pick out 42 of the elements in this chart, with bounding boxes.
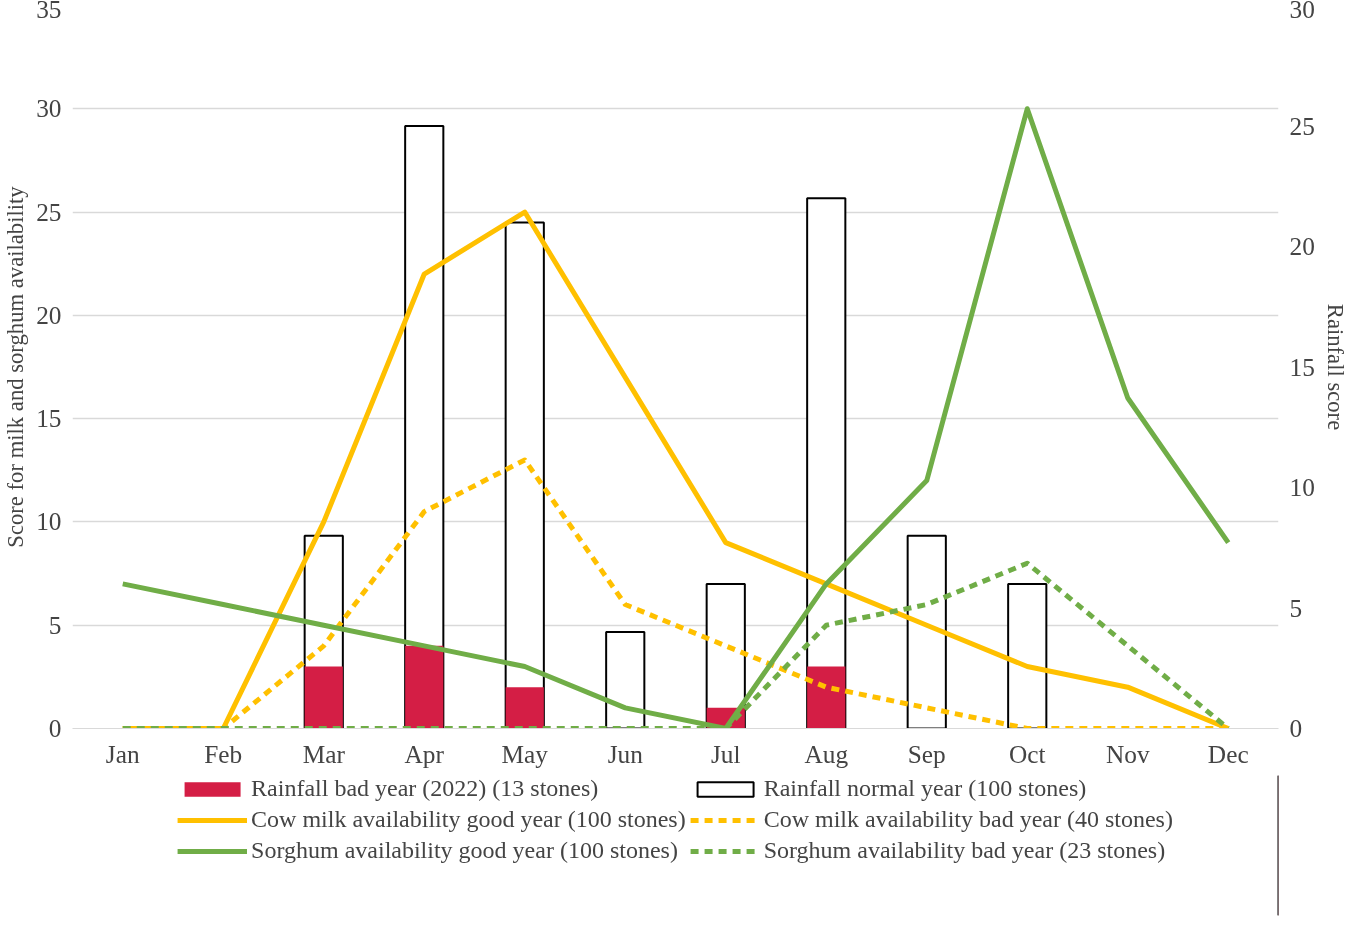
y2-tick-label: 15 — [1289, 352, 1315, 381]
y2-tick-label: 20 — [1289, 232, 1315, 260]
legend-label: Sorghum availability bad year (23 stones) — [763, 837, 1166, 864]
y-tick-label: 25 — [36, 197, 62, 226]
bar — [906, 534, 947, 729]
x-tick-label: Aug — [804, 739, 849, 768]
x-tick-label: Oct — [1008, 739, 1046, 768]
y2-tick-label: 25 — [1289, 111, 1315, 140]
x-tick-label: Jul — [710, 739, 741, 768]
y-axis-title: Score for milk and sorghum availability — [3, 185, 29, 548]
x-tick-label: Mar — [302, 739, 346, 768]
x-tick-label: Jun — [607, 739, 644, 768]
y-tick-label: 5 — [48, 610, 62, 639]
y-tick-label: 30 — [36, 94, 62, 123]
y2-tick-label: 30 — [1289, 0, 1315, 23]
x-tick-label: Jan — [105, 739, 140, 768]
bar — [605, 631, 646, 729]
y-tick-label: 35 — [36, 0, 62, 23]
y2-tick-label: 0 — [1289, 714, 1303, 742]
x-tick-label: Sep — [907, 739, 946, 768]
y-tick-label: 15 — [36, 404, 62, 433]
x-tick-label: Nov — [1105, 739, 1150, 768]
bar — [405, 645, 444, 729]
x-tick-label: May — [501, 739, 549, 768]
y-tick-label: 10 — [36, 507, 62, 536]
y2-axis-title: Rainfall score — [1322, 303, 1348, 431]
y2-tick-label: 10 — [1289, 473, 1315, 501]
bar — [1007, 582, 1048, 729]
bar — [505, 687, 544, 729]
y-tick-label: 20 — [36, 300, 62, 329]
x-tick-label: Apr — [404, 739, 445, 768]
bar — [807, 666, 846, 729]
y-tick-label: 0 — [48, 714, 62, 742]
legend-label: Rainfall normal year (100 stones) — [763, 775, 1087, 802]
legend-label: Rainfall bad year (2022) (13 stones) — [251, 775, 599, 802]
x-tick-label: Feb — [204, 739, 243, 768]
legend-label: Sorghum availability good year (100 stones) — [251, 837, 678, 864]
bar — [304, 666, 343, 729]
legend-label: Cow milk availability good year (100 stones) — [251, 806, 686, 833]
y2-tick-label: 5 — [1289, 593, 1303, 622]
legend-label: Cow milk availability bad year (40 stones) — [763, 806, 1173, 833]
x-tick-label: Dec — [1207, 739, 1249, 768]
